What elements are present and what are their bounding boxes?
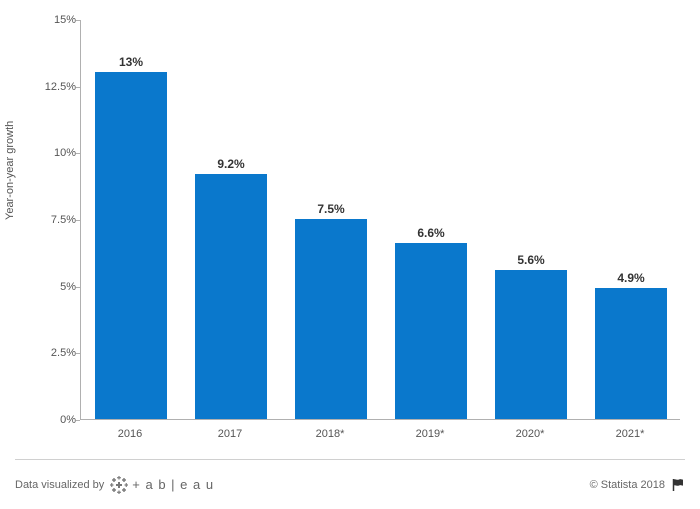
chart-area: 13% 9.2% 7.5% 6.6% 5.6% 4.9% (60, 20, 680, 440)
bar-value-label: 13% (119, 55, 143, 69)
footer-right: © Statista 2018 (590, 478, 685, 492)
bar-value-label: 5.6% (517, 253, 544, 267)
bar (595, 288, 667, 419)
tableau-logo: + a b | e a u (110, 476, 214, 494)
tableau-icon (110, 476, 128, 494)
copyright-text: © Statista 2018 (590, 479, 665, 491)
footer: Data visualized by (15, 459, 685, 499)
y-axis-label: Year-on-year growth (4, 121, 16, 220)
bar-value-label: 4.9% (617, 271, 644, 285)
footer-left: Data visualized by (15, 476, 214, 494)
bar (295, 219, 367, 419)
x-tick-label: 2018* (316, 428, 345, 440)
flag-icon[interactable] (671, 478, 685, 492)
bar-value-label: 6.6% (417, 226, 444, 240)
plot-area: 13% 9.2% 7.5% 6.6% 5.6% 4.9% (80, 20, 680, 420)
bar (495, 270, 567, 419)
chart-container: Year-on-year growth 0%2.5%5%7.5%10%12.5%… (0, 0, 700, 509)
visualized-by-text: Data visualized by (15, 479, 104, 491)
x-tick-label: 2019* (416, 428, 445, 440)
bar (195, 174, 267, 419)
x-tick-label: 2020* (516, 428, 545, 440)
x-tick-label: 2017 (218, 428, 242, 440)
x-tick-label: 2021* (616, 428, 645, 440)
bar (395, 243, 467, 419)
bar-value-label: 9.2% (217, 157, 244, 171)
x-tick-label: 2016 (118, 428, 142, 440)
bar-value-label: 7.5% (317, 202, 344, 216)
bar (95, 72, 167, 419)
tableau-text: + a b | e a u (132, 477, 214, 492)
